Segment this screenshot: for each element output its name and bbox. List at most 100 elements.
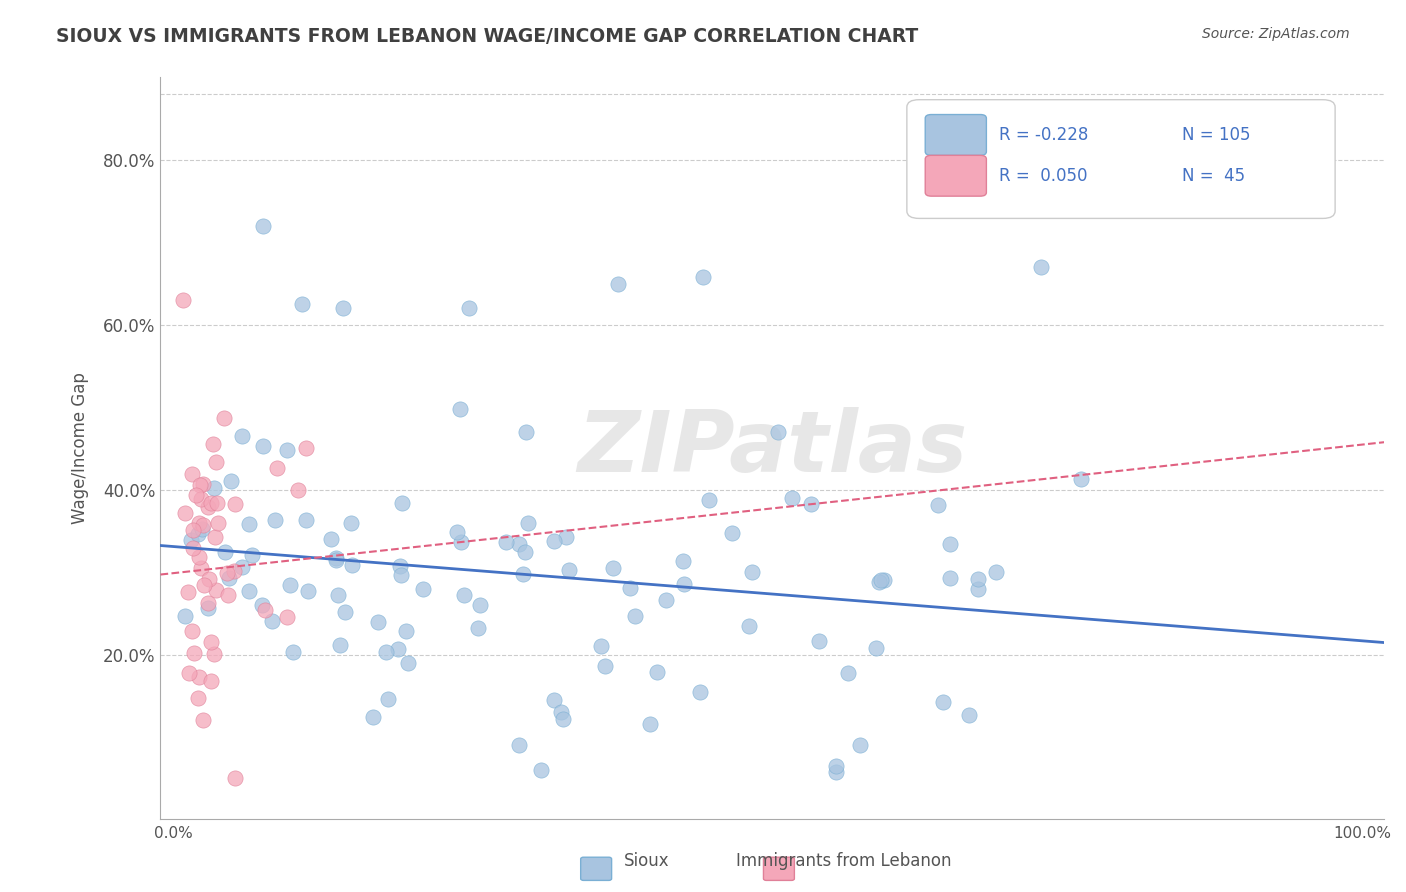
Point [873,573,896,587]
Point [217,566,239,580]
Point [391,496,413,510]
Point [197,601,219,615]
Point [446,524,468,539]
Point [808,633,831,648]
Point [329,638,352,652]
Point [177,585,200,599]
Point [205,583,228,598]
Point [295,441,318,455]
Point [508,537,530,551]
Point [197,500,219,515]
Point [673,577,696,591]
Point [939,572,962,586]
Point [174,506,197,520]
Point [188,550,211,565]
Text: 100.0%: 100.0% [1333,826,1391,841]
Point [389,568,412,582]
Point [865,641,887,656]
Point [287,483,309,498]
FancyBboxPatch shape [907,100,1336,219]
Point [721,525,744,540]
Point [172,293,194,307]
Point [184,488,207,502]
Point [281,645,304,659]
Point [553,712,575,726]
Point [412,582,434,596]
Point [231,429,253,443]
Point [699,492,721,507]
Point [238,517,260,532]
Point [967,582,990,596]
Text: Source: ZipAtlas.com: Source: ZipAtlas.com [1202,27,1350,41]
Point [984,565,1007,579]
Point [543,693,565,707]
Point [738,619,761,633]
Point [197,596,219,610]
Point [276,610,298,624]
Point [217,588,239,602]
Point [495,534,517,549]
Point [939,537,962,551]
Point [530,763,553,777]
Point [361,710,384,724]
Point [278,578,301,592]
Point [181,523,204,537]
Point [260,614,283,628]
Text: R =  0.050: R = 0.050 [998,167,1087,186]
Point [207,516,229,530]
Point [388,558,411,573]
Point [174,608,197,623]
Point [187,670,209,684]
Point [240,548,263,562]
Point [252,219,274,233]
Point [181,624,204,638]
Point [932,695,955,709]
Point [266,461,288,475]
Text: ZIPatlas: ZIPatlas [576,407,967,490]
Point [515,425,537,439]
Point [593,659,616,673]
Point [193,578,215,592]
Point [276,442,298,457]
Point [238,584,260,599]
Point [606,277,628,291]
FancyBboxPatch shape [925,114,987,155]
Point [654,593,676,607]
Point [619,581,641,595]
Point [219,474,242,488]
Point [374,645,396,659]
Point [800,497,823,511]
Point [825,765,848,780]
Point [202,647,225,661]
Point [250,599,273,613]
Text: N =  45: N = 45 [1182,167,1246,186]
Text: N = 105: N = 105 [1182,127,1251,145]
Point [870,573,893,587]
Point [395,624,418,639]
Point [449,401,471,416]
Point [179,533,201,548]
Point [191,476,214,491]
Point [1029,260,1052,274]
Point [837,666,859,681]
Point [191,713,214,727]
Point [191,518,214,533]
Point [557,563,579,577]
Point [645,665,668,679]
Point [1070,472,1092,486]
Point [188,478,211,492]
Point [450,535,472,549]
Point [200,635,222,649]
Point [377,692,399,706]
FancyBboxPatch shape [925,155,987,196]
Point [202,437,225,451]
Point [212,410,235,425]
Point [190,491,212,506]
Point [200,496,222,510]
Point [453,588,475,602]
Point [458,301,481,316]
Point [589,639,612,653]
Point [554,530,576,544]
Point [766,425,789,439]
Point [188,516,211,530]
